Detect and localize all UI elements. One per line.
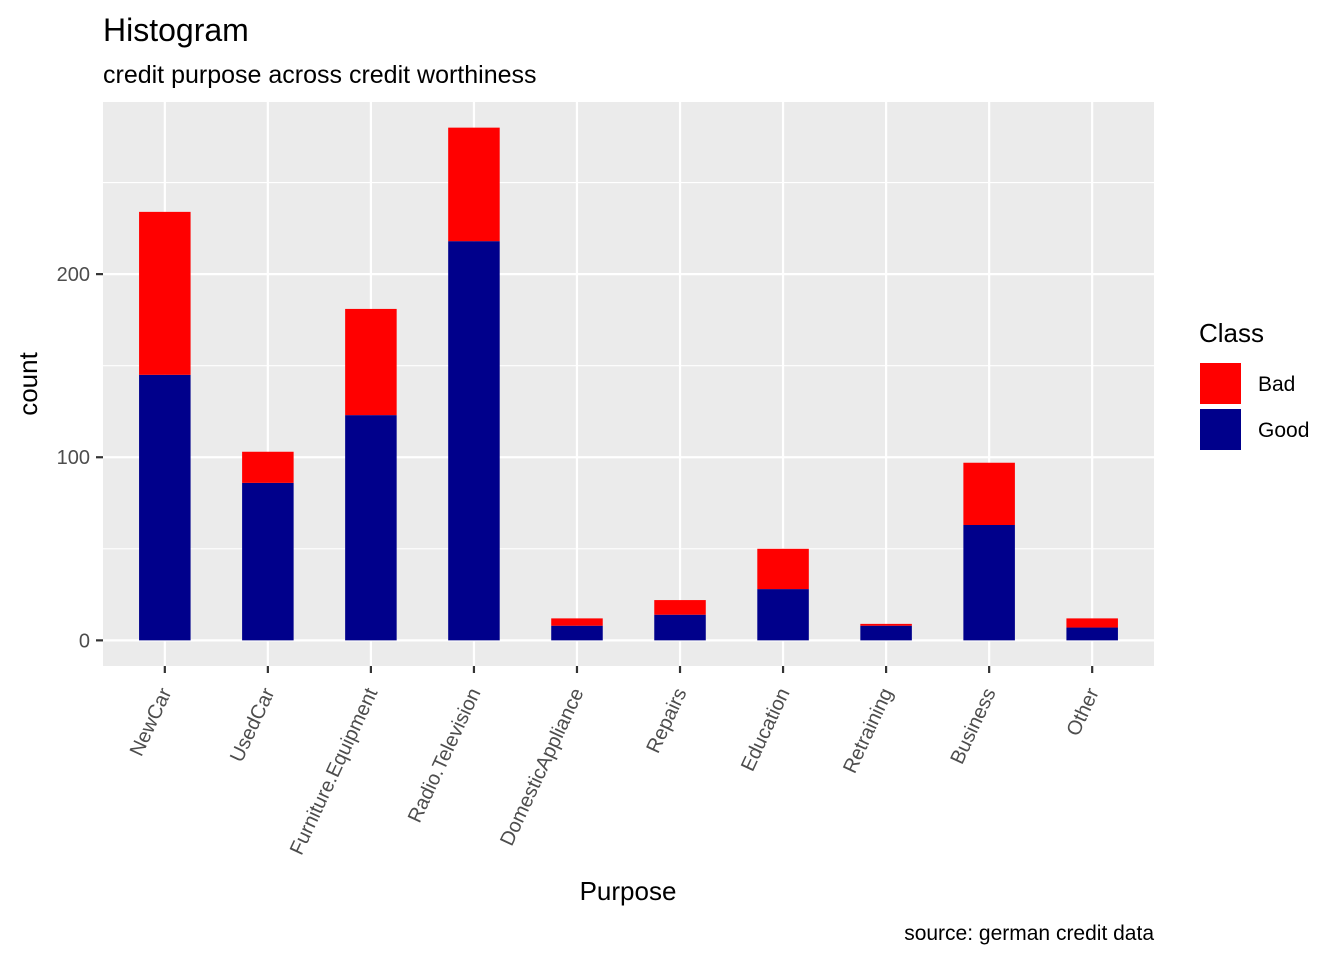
x-tick-label: Furniture.Equipment xyxy=(286,684,383,858)
legend-key-bad xyxy=(1200,363,1241,404)
bar-bad-other xyxy=(1066,618,1118,628)
bar-bad-business xyxy=(963,462,1015,525)
bar-good-business xyxy=(963,525,1015,641)
bar-good-radio-television xyxy=(448,241,500,641)
x-tick-label: Other xyxy=(1063,685,1104,740)
y-tick-label: 200 xyxy=(57,264,90,286)
bar-bad-retraining xyxy=(860,623,912,626)
y-axis: 0 100 200 xyxy=(57,264,103,652)
y-axis-title: count xyxy=(13,351,43,415)
chart-subtitle: credit purpose across credit worthiness xyxy=(103,61,537,89)
bar-bad-domesticappliance xyxy=(551,618,603,626)
x-tick-label: Repairs xyxy=(642,685,691,757)
x-axis: NewCar UsedCar Furniture.Equipment Radio.Te… xyxy=(126,666,1104,858)
bar-good-other xyxy=(1066,627,1118,641)
x-tick-label: UsedCar xyxy=(226,685,279,766)
legend-label-bad: Bad xyxy=(1258,373,1295,396)
y-tick-label: 0 xyxy=(79,630,90,652)
bar-good-usedcar xyxy=(242,482,294,641)
legend-label-good: Good xyxy=(1258,419,1309,442)
bar-good-domesticappliance xyxy=(551,625,603,641)
bar-bad-education xyxy=(757,548,809,590)
x-tick-label: Radio.Television xyxy=(404,685,485,826)
caption: source: german credit data xyxy=(904,922,1154,945)
bar-bad-furniture-equipment xyxy=(345,308,397,416)
bar-good-furniture-equipment xyxy=(345,415,397,641)
bar-bad-usedcar xyxy=(242,451,294,483)
y-tick-label: 100 xyxy=(57,447,90,469)
bar-good-newcar xyxy=(139,374,191,641)
bar-bad-repairs xyxy=(654,600,706,615)
legend: Class Bad Good xyxy=(1199,318,1309,451)
x-axis-title: Purpose xyxy=(580,876,677,906)
x-tick-label: Education xyxy=(737,685,795,775)
x-tick-label: Retraining xyxy=(839,685,897,777)
bars xyxy=(139,127,1118,641)
bar-good-education xyxy=(757,589,809,641)
legend-key-good xyxy=(1200,409,1241,450)
bar-good-retraining xyxy=(860,625,912,641)
x-tick-label: NewCar xyxy=(126,685,177,760)
x-tick-label: DomesticAppliance xyxy=(496,685,588,849)
bar-bad-radio-television xyxy=(448,127,500,242)
x-tick-label: Business xyxy=(946,685,1000,768)
bar-bad-newcar xyxy=(139,211,191,375)
bar-good-repairs xyxy=(654,614,706,641)
legend-title: Class xyxy=(1199,318,1264,348)
chart-title: Histogram xyxy=(103,12,249,48)
